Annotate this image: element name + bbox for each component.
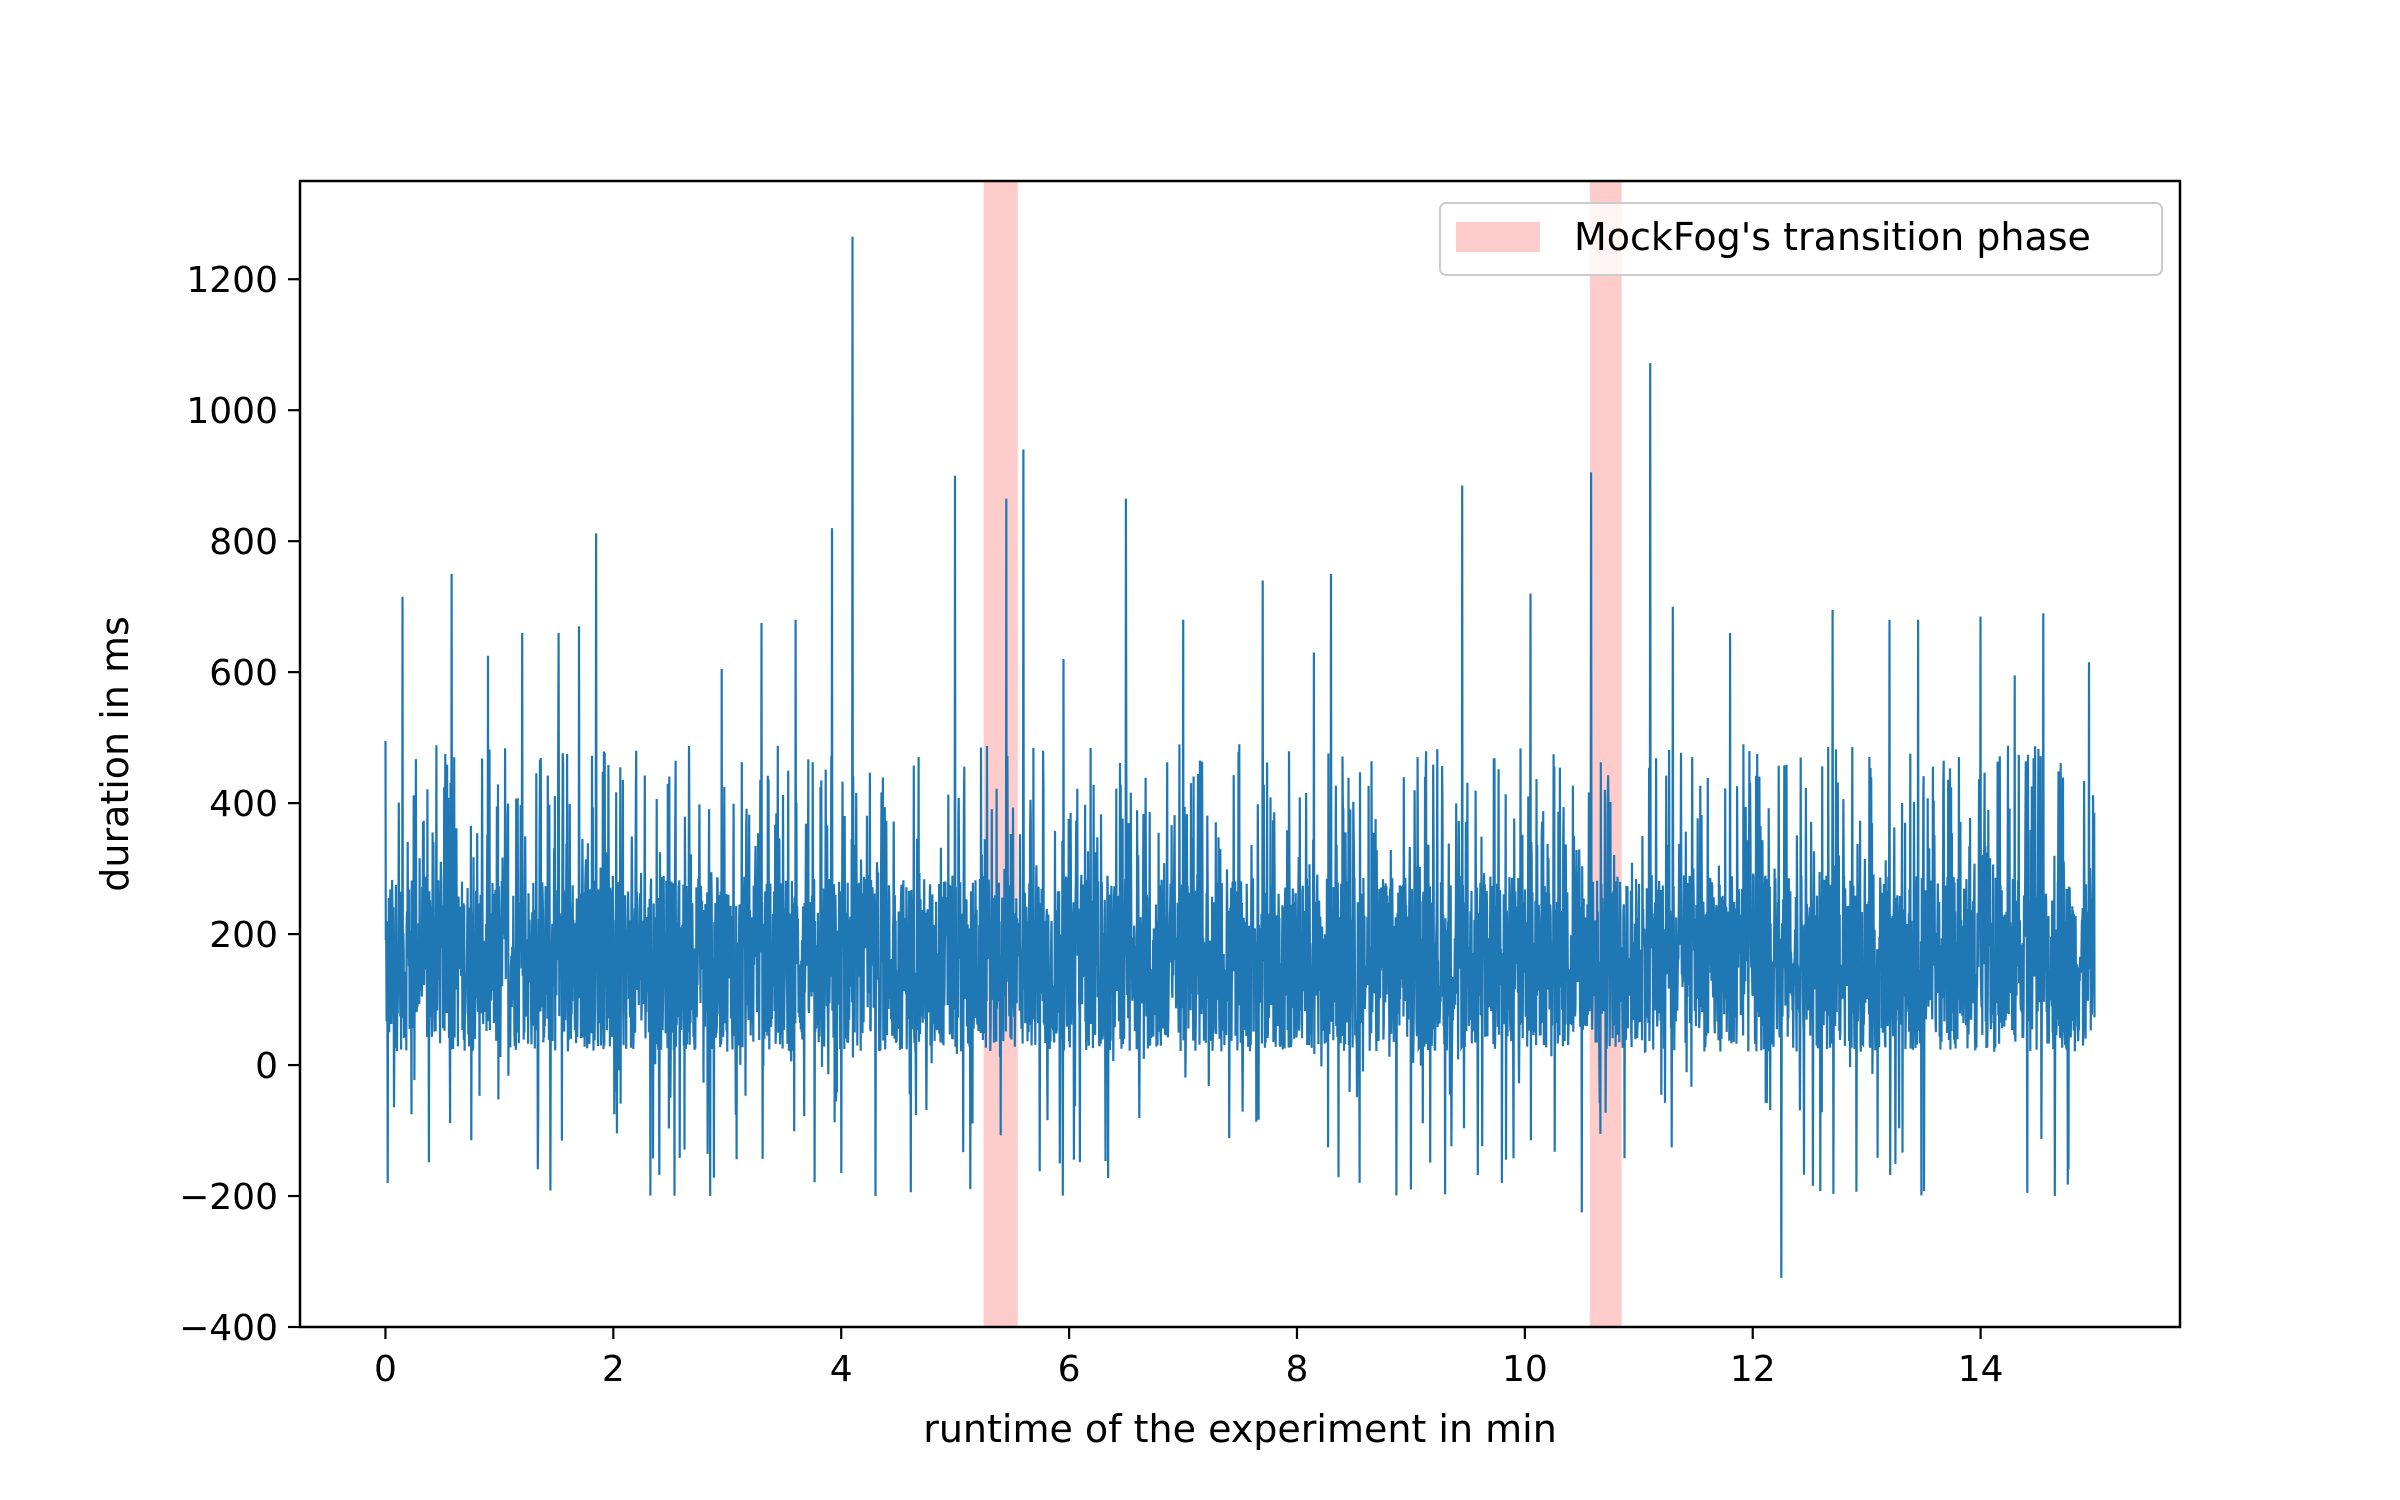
x-tick-label: 2 [602, 1349, 625, 1390]
x-tick-label: 14 [1958, 1349, 2004, 1390]
axes-frame [298, 179, 2182, 1329]
y-tick-label: 1200 [186, 260, 278, 301]
legend: MockFog's transition phase [1439, 202, 2163, 276]
highlight-bands [983, 181, 1622, 1327]
data-series [384, 236, 2096, 1278]
x-tick-label: 10 [1502, 1349, 1548, 1390]
x-tick-label: 12 [1730, 1349, 1776, 1390]
highlight-band [1589, 181, 1622, 1327]
x-tick-label: 4 [830, 1349, 853, 1390]
y-axis-ticks: −400 −200 0 200 400 600 800 1000 1200 [179, 260, 300, 1349]
y-tick-label: 600 [209, 653, 278, 694]
x-tick-label: 8 [1286, 1349, 1309, 1390]
y-tick-label: 800 [209, 522, 278, 563]
x-axis-ticks: 0 2 4 6 8 10 12 14 [374, 1327, 2004, 1390]
series-line [384, 236, 2096, 1278]
y-axis-label: duration in ms [93, 616, 137, 892]
x-axis-label: runtime of the experiment in min [923, 1407, 1557, 1451]
highlight-band [983, 181, 1018, 1327]
y-tick-label: 400 [209, 784, 278, 825]
legend-box [1439, 202, 2163, 276]
y-tick-label: 0 [255, 1046, 278, 1087]
legend-swatch [1456, 222, 1540, 252]
legend-label: MockFog's transition phase [1574, 215, 2091, 259]
y-tick-label: 200 [209, 915, 278, 956]
y-tick-label: −200 [179, 1177, 278, 1218]
x-tick-label: 0 [374, 1349, 397, 1390]
x-tick-label: 6 [1058, 1349, 1081, 1390]
y-tick-label: 1000 [186, 391, 278, 432]
y-tick-label: −400 [179, 1308, 278, 1349]
